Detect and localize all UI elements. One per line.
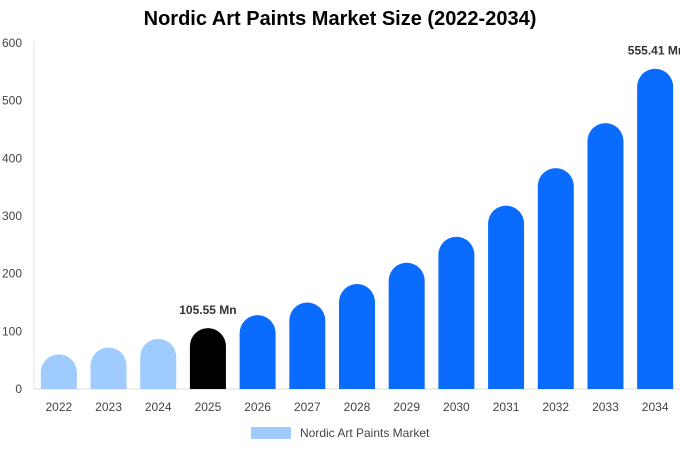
bar-2034: [637, 68, 674, 390]
y-tick-label: 0: [15, 382, 22, 396]
x-tick-label: 2027: [294, 400, 321, 414]
x-tick-label: 2024: [145, 400, 172, 414]
y-tick-label: 200: [2, 267, 22, 281]
y-tick-label: 100: [2, 324, 22, 338]
bar-2027: [289, 302, 326, 389]
x-tick-label: 2030: [443, 400, 470, 414]
x-tick-label: 2023: [95, 400, 122, 414]
data-label-2025: 105.55 Mn: [179, 303, 236, 317]
y-tick-label: 600: [2, 36, 22, 50]
y-tick-label: 400: [2, 151, 22, 165]
legend-label: Nordic Art Paints Market: [299, 425, 430, 440]
bar-2023: [90, 347, 127, 389]
legend-swatch: [250, 426, 291, 439]
bar-2029: [388, 262, 425, 389]
bar-2024: [140, 338, 177, 389]
x-tick-label: 2025: [195, 400, 222, 414]
y-tick-label: 500: [2, 94, 22, 108]
bar-2030: [438, 236, 475, 389]
legend: Nordic Art Paints Market: [0, 425, 680, 440]
x-tick-label: 2032: [542, 400, 569, 414]
x-tick-label: 2028: [344, 400, 371, 414]
bar-2032: [537, 168, 574, 389]
chart-title: Nordic Art Paints Market Size (2022-2034…: [143, 8, 537, 30]
bar-2022: [40, 354, 77, 389]
x-tick-label: 2022: [45, 400, 72, 414]
bar-2026: [239, 315, 276, 389]
data-label-2034: 555.41 Mr: [628, 44, 680, 58]
bar-2033: [587, 123, 624, 389]
x-tick-label: 2034: [642, 400, 669, 414]
bar-2031: [488, 205, 525, 389]
x-tick-label: 2029: [393, 400, 420, 414]
bar-2028: [339, 284, 375, 389]
x-tick-label: 2031: [493, 400, 520, 414]
y-tick-label: 300: [2, 209, 22, 223]
x-tick-label: 2026: [244, 400, 271, 414]
x-tick-label: 2033: [592, 400, 619, 414]
bar-2025: [189, 328, 226, 389]
